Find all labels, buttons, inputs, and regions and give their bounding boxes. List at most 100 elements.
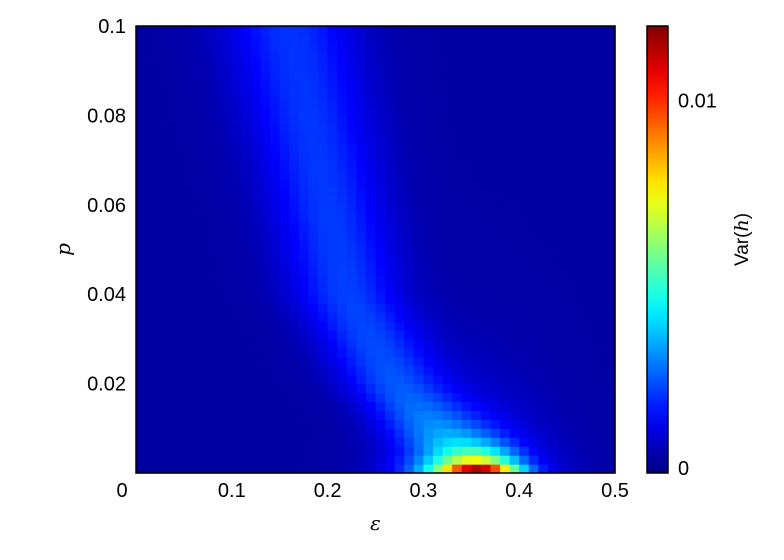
heatmap-cell xyxy=(538,347,549,358)
heatmap-cell xyxy=(385,151,396,161)
heatmap-cell xyxy=(270,303,281,313)
heatmap-cell xyxy=(509,106,520,116)
heatmap-cell xyxy=(576,464,587,474)
heatmap-cell xyxy=(500,464,511,474)
heatmap-cell xyxy=(375,347,386,358)
heatmap-cell xyxy=(298,195,310,206)
heatmap-cell xyxy=(222,303,233,313)
heatmap-cell xyxy=(365,276,377,286)
heatmap-cell xyxy=(174,312,185,322)
heatmap-cell xyxy=(576,26,587,36)
heatmap-cell xyxy=(174,365,185,376)
heatmap-cell xyxy=(356,133,367,143)
heatmap-cell xyxy=(298,347,310,358)
heatmap-cell xyxy=(337,204,348,215)
heatmap-cell xyxy=(394,204,405,215)
heatmap-cell xyxy=(222,437,233,447)
heatmap-cell xyxy=(164,437,175,447)
heatmap-cell xyxy=(404,61,415,72)
heatmap-cell xyxy=(308,410,319,420)
heatmap-cell xyxy=(231,347,242,358)
heatmap-cell xyxy=(222,428,233,438)
heatmap-cell xyxy=(327,338,338,349)
heatmap-cell xyxy=(375,464,386,474)
heatmap-cell xyxy=(155,356,166,367)
heatmap-cell xyxy=(595,347,607,358)
heatmap-cell xyxy=(270,186,281,197)
heatmap-cell xyxy=(289,70,300,81)
heatmap-cell xyxy=(557,410,568,420)
heatmap-cell xyxy=(212,338,223,349)
heatmap-cell xyxy=(471,383,482,394)
heatmap-cell xyxy=(528,392,539,403)
heatmap-cell xyxy=(136,133,147,143)
heatmap-cell xyxy=(423,177,434,188)
heatmap-cell xyxy=(327,115,338,125)
heatmap-cell xyxy=(442,231,453,242)
heatmap-cell xyxy=(605,195,616,206)
heatmap-cell xyxy=(193,338,204,349)
heatmap-cell xyxy=(260,169,271,179)
heatmap-cell xyxy=(442,186,453,197)
heatmap-cell xyxy=(174,43,185,54)
heatmap-cell xyxy=(538,186,549,197)
heatmap-cell xyxy=(231,338,242,349)
heatmap-cell xyxy=(595,383,607,394)
heatmap-cell xyxy=(250,365,262,376)
heatmap-cell xyxy=(183,321,195,331)
heatmap-cell xyxy=(500,321,511,331)
heatmap-cell xyxy=(155,312,166,322)
heatmap-cell xyxy=(145,160,156,170)
heatmap-cell xyxy=(346,97,357,108)
heatmap-cell xyxy=(538,258,549,268)
heatmap-cell xyxy=(365,52,377,63)
heatmap-cell xyxy=(270,222,281,233)
heatmap-cell xyxy=(318,267,329,277)
heatmap-cell xyxy=(318,401,329,412)
heatmap-cell xyxy=(327,383,338,394)
heatmap-cell xyxy=(547,303,559,313)
heatmap-cell xyxy=(337,285,348,295)
heatmap-cell xyxy=(432,249,444,260)
heatmap-cell xyxy=(145,26,156,36)
heatmap-cell xyxy=(547,321,559,331)
heatmap-cell xyxy=(327,410,338,420)
heatmap-cell xyxy=(413,374,424,385)
heatmap-cell xyxy=(461,213,472,224)
heatmap-cell xyxy=(155,151,166,161)
heatmap-cell xyxy=(337,26,348,36)
heatmap-cell xyxy=(203,142,214,152)
heatmap-cell xyxy=(500,410,511,420)
heatmap-cell xyxy=(500,285,511,295)
heatmap-cell xyxy=(538,240,549,251)
heatmap-cell xyxy=(595,276,607,286)
heatmap-cell xyxy=(174,186,185,197)
heatmap-cell xyxy=(432,347,444,358)
heatmap-cell xyxy=(480,222,492,233)
heatmap-cell xyxy=(145,186,156,197)
heatmap-cell xyxy=(298,34,310,45)
heatmap-cell xyxy=(203,222,214,233)
heatmap-cell xyxy=(595,213,607,224)
heatmap-cell xyxy=(308,267,319,277)
heatmap-cell xyxy=(212,133,223,143)
heatmap-cell xyxy=(327,169,338,179)
heatmap-cell xyxy=(365,437,377,447)
heatmap-cell xyxy=(538,169,549,179)
heatmap-cell xyxy=(423,151,434,161)
heatmap-cell xyxy=(164,455,175,465)
heatmap-cell xyxy=(432,240,444,251)
heatmap-cell xyxy=(212,43,223,54)
heatmap-cell xyxy=(203,133,214,143)
heatmap-cell xyxy=(260,124,271,134)
heatmap-cell xyxy=(538,97,549,108)
heatmap-cell xyxy=(480,34,492,45)
heatmap-cell xyxy=(423,186,434,197)
heatmap-cell xyxy=(365,79,377,90)
heatmap-cell xyxy=(442,267,453,277)
heatmap-cell xyxy=(423,26,434,36)
heatmap-cell xyxy=(136,240,147,251)
heatmap-cell xyxy=(576,204,587,215)
heatmap-cell xyxy=(279,294,290,304)
heatmap-cell xyxy=(212,222,223,233)
